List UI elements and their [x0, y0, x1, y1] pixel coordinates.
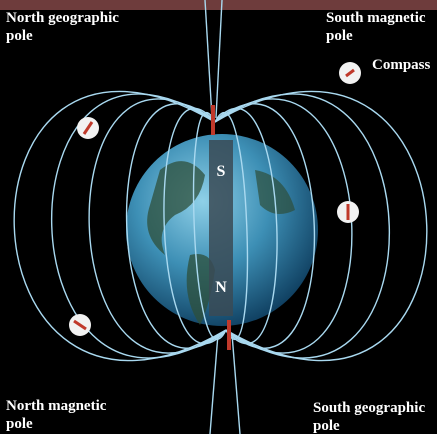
needle: [82, 121, 94, 135]
field-line: [125, 103, 227, 349]
label-north-magnetic: North magnetic pole: [6, 398, 110, 432]
label-line: North geographic: [6, 10, 119, 26]
field-line: [215, 0, 223, 119]
bar-magnet: [209, 140, 233, 316]
field-line: [209, 333, 219, 434]
label-north-geographic: North geographic pole: [6, 10, 123, 44]
field-line: [231, 333, 241, 434]
field-line: [204, 0, 213, 119]
pole-marker: [227, 320, 231, 350]
field-line: [88, 98, 227, 354]
label-south-geographic: South geographic pole: [313, 400, 429, 434]
pole-marker: [211, 105, 215, 135]
field-line: [214, 103, 316, 349]
field-line: [214, 107, 278, 345]
magnet-n: N: [215, 279, 227, 296]
label-line: pole: [6, 28, 33, 44]
label-line: South magnetic: [326, 10, 426, 26]
label-line: pole: [6, 416, 33, 432]
label-line: pole: [326, 28, 353, 44]
label-line: North magnetic: [6, 398, 107, 414]
field-lines: [13, 0, 428, 434]
field-line: [163, 107, 227, 345]
needle: [73, 319, 87, 331]
needle: [345, 68, 355, 78]
continent: [255, 170, 295, 214]
field-line: [13, 90, 227, 362]
top-strip: [0, 0, 437, 10]
field-line: [50, 93, 227, 359]
label-compass: Compass: [372, 57, 431, 73]
field-line: [214, 90, 428, 362]
continent: [186, 254, 215, 325]
label-line: pole: [313, 418, 340, 434]
magnet-s: S: [217, 163, 226, 180]
continent: [147, 161, 205, 255]
label-line: South geographic: [313, 400, 425, 416]
compasses: [69, 62, 361, 336]
field-line: [214, 93, 391, 359]
field-line: [214, 98, 353, 354]
label-south-magnetic: South magnetic pole: [326, 10, 429, 44]
